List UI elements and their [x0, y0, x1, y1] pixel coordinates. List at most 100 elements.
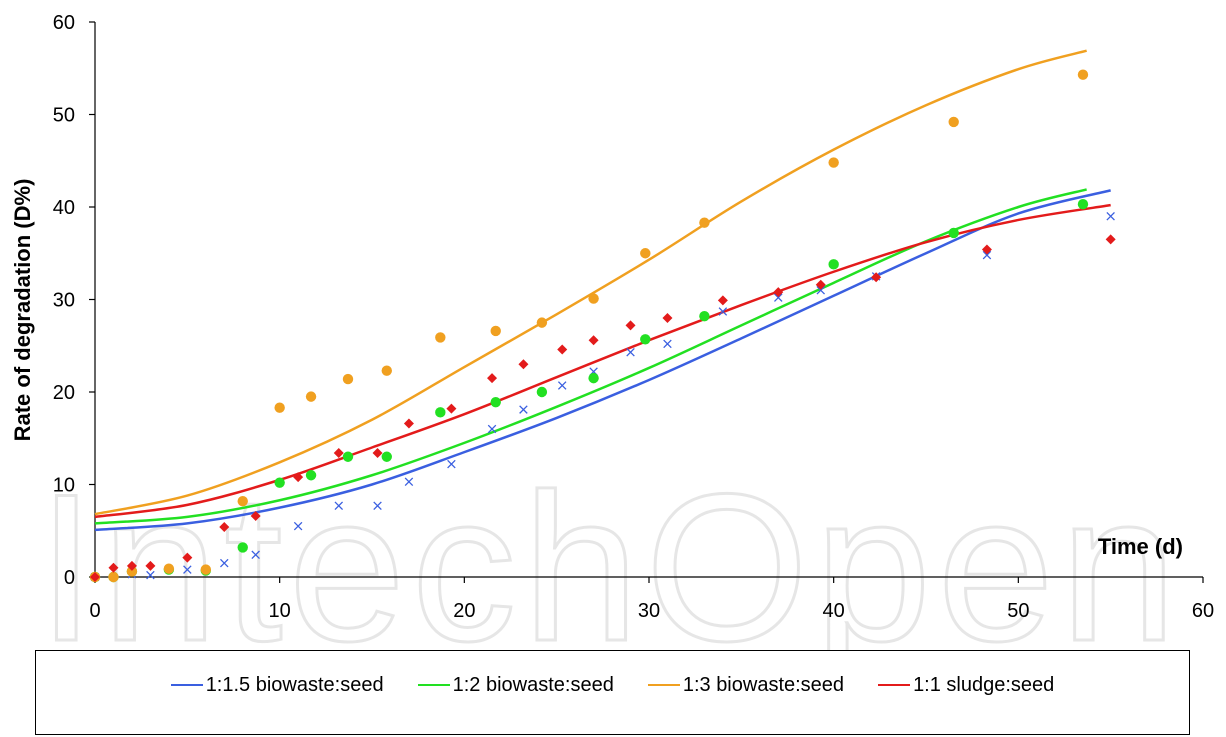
point-series-2 — [948, 227, 959, 239]
x-mark-stroke — [334, 501, 344, 511]
x-mark-stroke — [487, 424, 497, 434]
y-axis-label: Rate of degradation (D%) — [10, 179, 35, 442]
x-axis-label: Time (d) — [1098, 534, 1183, 559]
x-mark-stroke — [251, 550, 260, 560]
legend-item-series-4: 1:1 sludge:seed — [878, 673, 1054, 697]
point-series-4 — [717, 295, 728, 306]
point-series-1 — [663, 339, 672, 349]
x-mark-stroke — [220, 558, 229, 568]
x-tick-label: 10 — [269, 600, 291, 622]
chart-legend: 1:1.5 biowaste:seed 1:2 biowaste:seed 1:3 … — [35, 650, 1190, 735]
x-mark-stroke — [626, 347, 635, 357]
y-tick-label: 20 — [53, 382, 75, 404]
point-series-3 — [828, 157, 839, 168]
fit-line-series-3 — [94, 49, 1087, 516]
point-series-3 — [163, 563, 175, 574]
point-series-4 — [90, 572, 100, 582]
watermark-logo: IntechOpen — [36, 449, 1179, 687]
point-series-2 — [640, 334, 651, 345]
legend-label: 1:1.5 biowaste:seed — [205, 673, 384, 696]
x-tick-label: 40 — [823, 600, 845, 622]
legend-item-series-1: 1:1.5 biowaste:seed — [170, 673, 384, 697]
y-tick-label: 60 — [53, 12, 75, 34]
point-series-3 — [1077, 69, 1089, 80]
point-series-1 — [816, 285, 825, 295]
point-series-1 — [220, 558, 229, 568]
point-series-2 — [490, 396, 501, 408]
point-series-1 — [774, 293, 783, 302]
point-series-2 — [828, 259, 839, 270]
point-series-3 — [200, 564, 211, 575]
point-series-1 — [183, 565, 192, 574]
x-mark-stroke — [146, 570, 155, 580]
point-series-1 — [1106, 211, 1115, 221]
legend-item-series-2: 1:2 biowaste:seed — [417, 673, 614, 697]
y-tick-label: 40 — [53, 197, 75, 219]
point-series-1 — [519, 405, 528, 414]
x-mark-stroke — [557, 381, 567, 390]
point-series-2 — [536, 386, 548, 398]
point-series-1 — [718, 307, 728, 316]
y-tick-label: 10 — [53, 475, 75, 497]
point-series-4 — [333, 448, 344, 459]
point-series-4 — [145, 560, 156, 571]
point-series-4 — [403, 418, 414, 429]
point-series-3 — [948, 116, 959, 128]
point-series-3 — [699, 217, 710, 228]
point-series-3 — [640, 248, 651, 259]
y-tick-label: 50 — [53, 105, 75, 127]
x-mark-stroke — [404, 477, 414, 486]
point-series-1 — [447, 459, 456, 469]
legend-swatch — [170, 684, 203, 686]
point-series-4 — [557, 344, 568, 355]
fit-line-series-1 — [94, 189, 1111, 532]
point-series-3 — [108, 571, 119, 583]
x-mark-stroke — [293, 521, 303, 531]
point-series-4 — [773, 287, 784, 298]
point-series-1 — [373, 501, 382, 511]
x-mark-stroke — [519, 405, 528, 414]
point-series-3 — [490, 325, 501, 337]
point-series-4 — [518, 359, 529, 370]
point-series-2 — [381, 451, 392, 462]
point-series-2 — [435, 407, 446, 418]
legend-label: 1:1 sludge:seed — [913, 673, 1055, 696]
y-tick-label: 30 — [53, 290, 75, 312]
point-series-2 — [1077, 199, 1089, 210]
point-series-4 — [625, 320, 636, 331]
point-series-2 — [342, 451, 354, 462]
legend-swatch — [647, 684, 680, 686]
x-tick-label: 0 — [89, 600, 100, 622]
legend-label: 1:2 biowaste:seed — [452, 673, 614, 696]
x-mark-stroke — [816, 285, 825, 295]
point-series-3 — [536, 317, 548, 328]
legend-label: 1:3 biowaste:seed — [682, 673, 845, 696]
point-series-3 — [274, 402, 285, 413]
chart-axes: 0 10 20 30 40 50 60 0 10 20 30 40 50 60 — [53, 12, 1214, 622]
point-series-1 — [251, 550, 260, 560]
point-series-3 — [342, 373, 354, 385]
point-series-3 — [381, 365, 392, 376]
x-mark-stroke — [183, 565, 192, 574]
x-tick-label: 20 — [453, 600, 475, 622]
point-series-4 — [250, 510, 261, 521]
point-series-4 — [108, 562, 119, 573]
point-series-4 — [219, 522, 230, 533]
y-tick-label: 0 — [64, 567, 75, 589]
x-tick-label: 50 — [1007, 600, 1029, 622]
legend-entries: 1:1.5 biowaste:seed 1:2 biowaste:seed 1:3 … — [36, 673, 1189, 697]
point-series-2 — [237, 542, 248, 553]
point-series-1 — [404, 477, 414, 486]
point-series-1 — [982, 250, 992, 260]
point-series-3 — [126, 566, 138, 577]
x-mark-stroke — [447, 459, 456, 469]
x-mark-stroke — [663, 339, 672, 349]
point-series-4 — [1105, 234, 1116, 245]
legend-swatch — [878, 684, 911, 686]
x-tick-label: 30 — [638, 600, 660, 622]
point-series-2 — [274, 477, 285, 488]
point-series-4 — [662, 313, 673, 323]
point-series-1 — [626, 347, 635, 357]
x-mark-stroke — [774, 293, 783, 302]
